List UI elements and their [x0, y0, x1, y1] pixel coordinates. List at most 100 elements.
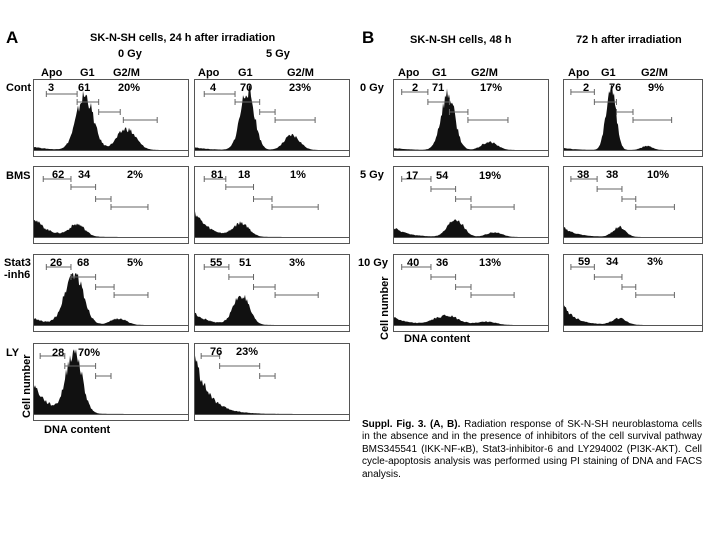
- gate-marker: [570, 89, 595, 95]
- histogram-fill: [394, 88, 548, 150]
- pct-g2m: 2%: [127, 169, 143, 181]
- gate-marker: [570, 176, 598, 182]
- histogram-fill: [564, 305, 702, 325]
- histogram-72h-10gy: [563, 254, 703, 332]
- pct-g2m: 10%: [647, 169, 670, 181]
- histogram-stat3-5gy: [194, 254, 350, 332]
- pct-apo: 55: [210, 257, 223, 269]
- panel-a-title: SK-N-SH cells, 24 h after irradiation: [90, 32, 276, 44]
- pct-g1: 54: [436, 170, 449, 182]
- histogram-plot: [34, 349, 188, 415]
- gate-marker: [593, 274, 623, 280]
- gate-label-g1: G1: [432, 67, 447, 79]
- histogram-plot: [195, 353, 349, 415]
- histogram-plot: [564, 85, 702, 151]
- gate-label-g1: G1: [238, 67, 253, 79]
- gate-marker: [45, 91, 78, 97]
- row-label-10gy: 10 Gy: [358, 257, 388, 269]
- gate-marker: [448, 109, 469, 115]
- figure-caption: Suppl. Fig. 3. (A, B). Radiation respons…: [362, 419, 702, 481]
- panel-b-title-72h: 72 h after irradiation: [576, 34, 682, 46]
- gate-marker: [455, 284, 472, 290]
- panel-a-dose-left: 0 Gy: [118, 48, 142, 60]
- pct-g2m: 23%: [289, 82, 312, 94]
- histogram-plot: [394, 264, 548, 326]
- gate-marker: [95, 196, 112, 202]
- gate-marker: [635, 292, 675, 298]
- histogram-plot: [564, 264, 702, 326]
- gate-marker: [113, 292, 149, 298]
- y-axis-label: Cell number: [21, 354, 33, 418]
- histogram-72h-5gy: [563, 166, 703, 244]
- gate-marker: [470, 292, 515, 298]
- pct-g1: 70%: [78, 347, 101, 359]
- gate-marker: [401, 89, 429, 95]
- gate-marker: [570, 264, 595, 270]
- row-label-cont: Cont: [6, 82, 32, 94]
- gate-label-g1: G1: [80, 67, 95, 79]
- pct-apo: 62: [52, 169, 65, 181]
- histogram-cont-0gy: [33, 79, 189, 157]
- caption-body: Radiation response of SK-N-SH neuroblast…: [362, 419, 703, 480]
- histogram-fill: [394, 219, 548, 237]
- histogram-bms-5gy: [194, 166, 350, 244]
- histogram-plot: [394, 176, 548, 238]
- gate-label-g2m: G2/M: [471, 67, 498, 79]
- histogram-fill: [195, 85, 349, 150]
- pct-g1: 23%: [236, 346, 259, 358]
- pct-apo: 59: [578, 256, 591, 268]
- pct-apo: 40: [407, 257, 420, 269]
- histogram-fill: [394, 314, 548, 325]
- row-label-0gy: 0 Gy: [360, 82, 384, 94]
- pct-g1: 71: [432, 82, 445, 94]
- caption-lead: Suppl. Fig. 3. (A, B).: [362, 419, 461, 430]
- gate-marker: [203, 91, 236, 97]
- row-label-5gy: 5 Gy: [360, 169, 384, 181]
- pct-g1: 34: [78, 169, 91, 181]
- gate-marker: [455, 196, 472, 202]
- gate-label-apo: Apo: [398, 67, 420, 79]
- gate-marker: [219, 363, 261, 369]
- histogram-plot: [34, 264, 188, 326]
- histogram-plot: [34, 176, 188, 238]
- histogram-fill: [34, 90, 188, 150]
- panel-b-title-48h: SK-N-SH cells, 48 h: [410, 34, 512, 46]
- gate-marker: [401, 176, 432, 182]
- pct-apo: 3: [48, 82, 55, 94]
- pct-apo: 2: [583, 82, 590, 94]
- gate-marker: [259, 373, 276, 379]
- gate-marker: [70, 274, 97, 280]
- pct-g1: 38: [606, 169, 619, 181]
- pct-g1: 76: [609, 82, 622, 94]
- pct-g2m: 9%: [648, 82, 664, 94]
- gate-marker: [45, 264, 72, 270]
- gate-marker: [632, 117, 673, 123]
- pct-g2m: 3%: [289, 257, 305, 269]
- pct-g1: 61: [78, 82, 91, 94]
- gate-marker: [64, 363, 97, 369]
- gate-label-g1: G1: [601, 67, 616, 79]
- row-label-stat3: Stat3 -inh6: [4, 257, 31, 281]
- pct-g1: 51: [239, 257, 252, 269]
- pct-g1: 18: [238, 169, 251, 181]
- panel-a-letter: A: [6, 28, 19, 47]
- histogram-fill: [564, 225, 702, 237]
- gate-marker: [70, 184, 97, 190]
- histogram-48h-10gy: [393, 254, 549, 332]
- gate-marker: [200, 353, 221, 359]
- row-label-ly: LY: [6, 347, 20, 359]
- gate-label-apo: Apo: [198, 67, 220, 79]
- histogram-cont-5gy: [194, 79, 350, 157]
- gate-marker: [621, 284, 637, 290]
- gate-marker: [271, 204, 319, 210]
- histogram-plot: [564, 176, 702, 238]
- pct-apo: 2: [412, 82, 419, 94]
- gate-marker: [467, 117, 509, 123]
- pct-g1: 36: [436, 257, 449, 269]
- pct-g2m: 17%: [480, 82, 503, 94]
- pct-apo: 17: [406, 170, 419, 182]
- histogram-plot: [34, 90, 188, 151]
- histogram-fill: [195, 211, 349, 237]
- gate-label-g2m: G2/M: [287, 67, 314, 79]
- pct-apo: 26: [50, 257, 63, 269]
